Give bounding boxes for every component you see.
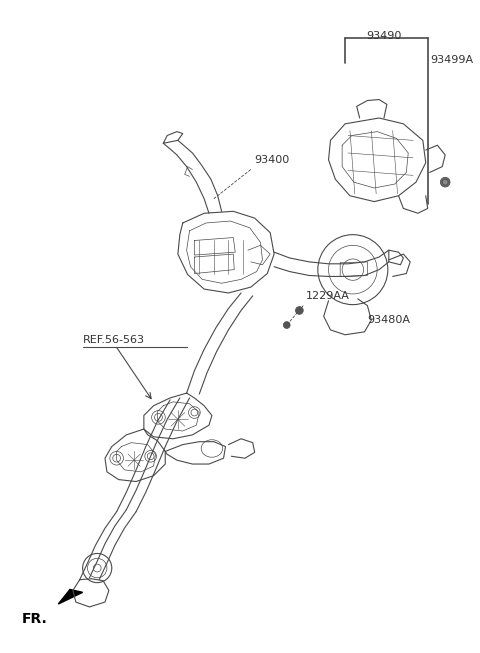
Text: 93499A: 93499A: [431, 55, 474, 65]
Text: 1229AA: 1229AA: [306, 291, 350, 301]
Ellipse shape: [442, 179, 448, 185]
Text: FR.: FR.: [22, 612, 47, 626]
Ellipse shape: [440, 178, 450, 187]
Text: 93400: 93400: [255, 155, 290, 165]
Text: 93490: 93490: [366, 31, 402, 40]
Text: REF.56-563: REF.56-563: [83, 335, 144, 345]
Text: 93480A: 93480A: [367, 315, 410, 325]
Polygon shape: [59, 590, 83, 604]
Ellipse shape: [283, 322, 290, 328]
Ellipse shape: [296, 306, 303, 314]
